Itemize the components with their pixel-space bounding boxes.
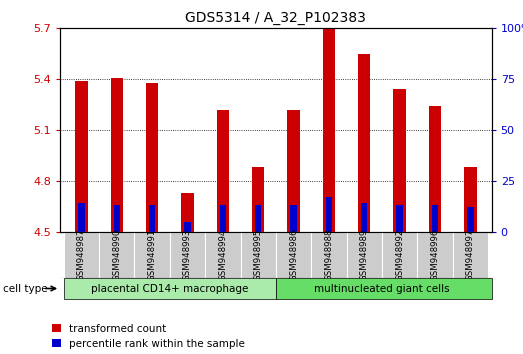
Bar <box>181 193 194 232</box>
Bar <box>467 207 474 232</box>
Bar <box>276 278 492 299</box>
Bar <box>290 205 297 232</box>
Text: GSM948987: GSM948987 <box>77 229 86 281</box>
Bar <box>217 110 229 232</box>
Bar <box>276 232 311 278</box>
Bar <box>64 278 276 299</box>
Bar <box>429 106 441 232</box>
Text: GSM948990: GSM948990 <box>112 229 121 281</box>
Bar <box>361 203 368 232</box>
Text: multinucleated giant cells: multinucleated giant cells <box>314 284 450 293</box>
Bar <box>326 197 332 232</box>
Text: GSM948992: GSM948992 <box>395 229 404 281</box>
Bar <box>432 205 438 232</box>
Text: placental CD14+ macrophage: placental CD14+ macrophage <box>91 284 248 293</box>
Bar <box>287 110 300 232</box>
Bar <box>220 205 226 232</box>
Bar <box>382 232 417 278</box>
Bar <box>205 232 241 278</box>
Bar <box>241 232 276 278</box>
Bar <box>396 205 403 232</box>
Text: GSM948991: GSM948991 <box>147 229 156 281</box>
Text: GSM948988: GSM948988 <box>324 229 334 281</box>
Bar <box>417 232 453 278</box>
Bar <box>64 232 99 278</box>
Bar <box>464 167 476 232</box>
Text: GSM948993: GSM948993 <box>183 229 192 281</box>
Bar <box>146 82 158 232</box>
Bar <box>149 205 155 232</box>
Bar <box>170 232 205 278</box>
Bar <box>134 232 170 278</box>
Text: GSM948996: GSM948996 <box>430 229 439 281</box>
Bar <box>347 232 382 278</box>
Bar <box>255 205 262 232</box>
Title: GDS5314 / A_32_P102383: GDS5314 / A_32_P102383 <box>186 11 366 24</box>
Bar <box>99 232 134 278</box>
Bar <box>110 78 123 232</box>
Legend: transformed count, percentile rank within the sample: transformed count, percentile rank withi… <box>52 324 245 349</box>
Bar <box>453 232 488 278</box>
Bar <box>323 28 335 232</box>
Text: GSM948986: GSM948986 <box>289 229 298 281</box>
Bar <box>358 54 370 232</box>
Text: GSM948989: GSM948989 <box>360 229 369 281</box>
Bar <box>75 81 87 232</box>
Text: GSM948997: GSM948997 <box>466 229 475 281</box>
Text: GSM948995: GSM948995 <box>254 229 263 281</box>
Bar <box>113 205 120 232</box>
Bar <box>252 167 265 232</box>
Bar <box>184 222 191 232</box>
Bar <box>393 90 406 232</box>
Text: GSM948994: GSM948994 <box>218 229 228 281</box>
Bar <box>78 203 85 232</box>
Text: cell type: cell type <box>3 284 47 294</box>
Bar <box>311 232 347 278</box>
